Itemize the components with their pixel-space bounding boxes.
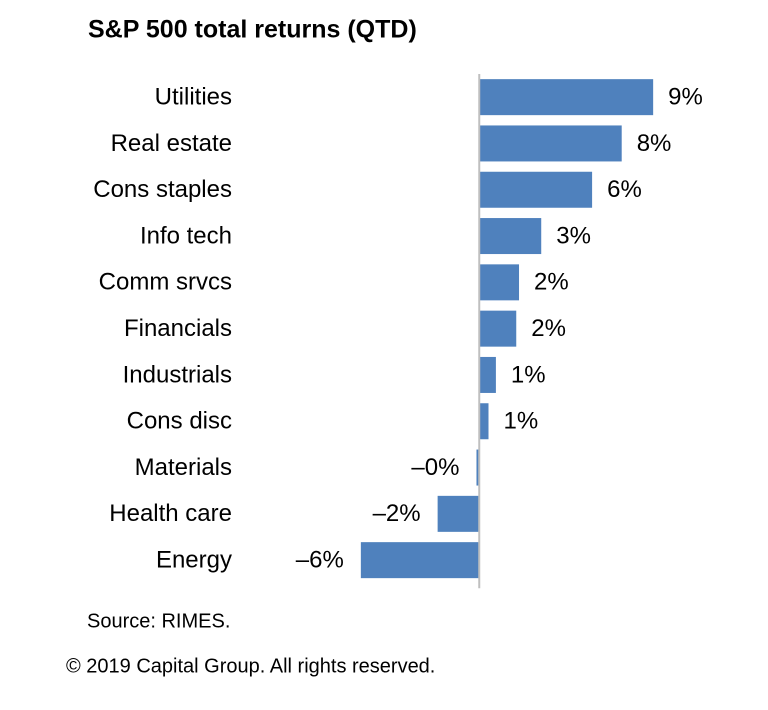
category-label: Comm srvcs <box>99 269 232 296</box>
copyright: © 2019 Capital Group. All rights reserve… <box>66 655 435 677</box>
category-label: Health care <box>109 500 232 527</box>
data-label: –2% <box>373 500 421 527</box>
category-label: Energy <box>156 546 232 573</box>
data-label: –6% <box>296 546 344 573</box>
bar <box>479 79 654 116</box>
bar <box>360 542 480 579</box>
bar <box>479 125 622 162</box>
data-label: 8% <box>637 130 672 157</box>
category-label: Info tech <box>140 222 232 249</box>
chart-title: S&P 500 total returns (QTD) <box>88 16 417 44</box>
bar <box>479 403 489 440</box>
data-label: 3% <box>556 222 591 249</box>
bar <box>476 449 480 486</box>
bar <box>479 356 496 393</box>
data-label: 2% <box>531 315 566 342</box>
category-label: Industrials <box>123 361 232 388</box>
bar <box>437 495 480 532</box>
category-label: Real estate <box>111 130 232 157</box>
bar <box>479 218 542 255</box>
source: Source: RIMES. <box>87 610 230 632</box>
bar <box>479 310 517 347</box>
data-label: 2% <box>534 269 569 296</box>
category-label: Financials <box>124 315 232 342</box>
data-label: –0% <box>411 454 459 481</box>
category-label: Cons disc <box>127 408 232 435</box>
category-label: Materials <box>135 454 232 481</box>
category-label: Cons staples <box>93 176 232 203</box>
data-label: 6% <box>607 176 642 203</box>
bar <box>479 171 593 208</box>
category-label: Utilities <box>155 83 232 110</box>
data-label: 1% <box>504 408 539 435</box>
bar <box>479 264 520 301</box>
data-label: 1% <box>511 361 546 388</box>
data-label: 9% <box>668 83 703 110</box>
